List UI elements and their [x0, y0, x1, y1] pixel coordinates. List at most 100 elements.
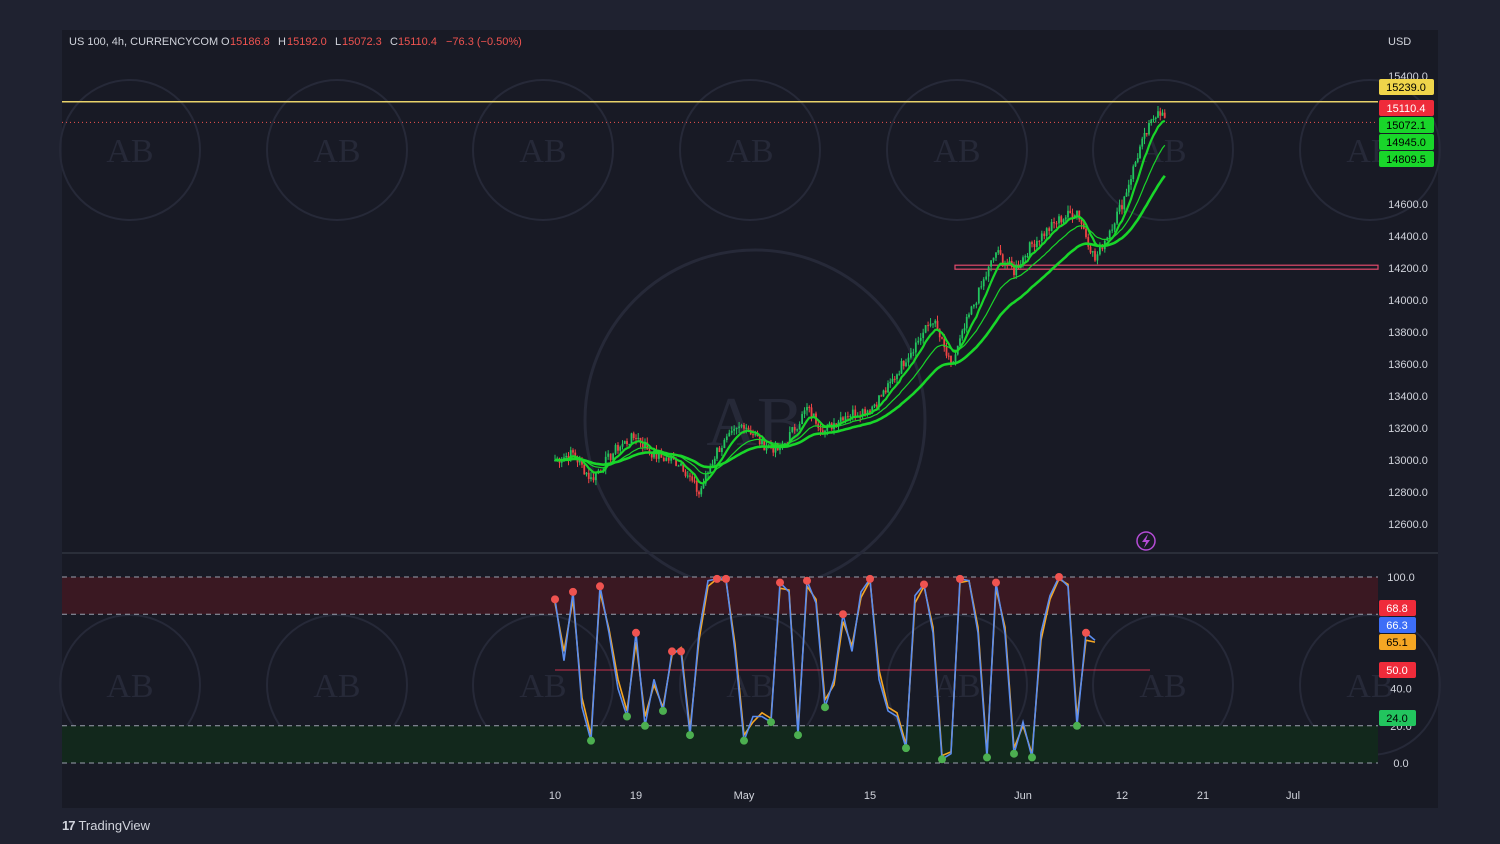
candle-body[interactable] — [924, 325, 927, 333]
candle-body[interactable] — [590, 477, 592, 479]
candle-body[interactable] — [1145, 132, 1148, 135]
candle-body[interactable] — [1033, 243, 1036, 248]
candle-body[interactable] — [1099, 245, 1101, 255]
candle-body[interactable] — [844, 416, 847, 421]
candle-body[interactable] — [1038, 240, 1041, 242]
candle-body[interactable] — [912, 352, 915, 354]
candle-body[interactable] — [585, 472, 588, 475]
candle-body[interactable] — [788, 431, 791, 444]
candle-body[interactable] — [1089, 246, 1092, 253]
candle-body[interactable] — [626, 441, 628, 445]
candle-body[interactable] — [1132, 166, 1135, 180]
candle-body[interactable] — [721, 448, 723, 453]
candle-body[interactable] — [878, 395, 880, 407]
candle-body[interactable] — [637, 437, 640, 439]
candle-body[interactable] — [1118, 205, 1121, 212]
candle-body[interactable] — [1045, 228, 1048, 237]
sell-signal-dot[interactable] — [866, 574, 874, 583]
candle-body[interactable] — [1150, 119, 1153, 124]
sell-signal-dot[interactable] — [722, 574, 730, 583]
support-zone[interactable] — [954, 264, 1379, 270]
candle-body[interactable] — [569, 450, 572, 460]
candle-body[interactable] — [698, 491, 700, 495]
candle-body[interactable] — [628, 443, 631, 445]
sell-signal-dot[interactable] — [1082, 628, 1090, 637]
sell-signal-dot[interactable] — [713, 574, 721, 583]
candle-body[interactable] — [677, 465, 680, 467]
candle-body[interactable] — [1062, 219, 1065, 223]
ema-line-3[interactable] — [554, 175, 1166, 469]
candle-body[interactable] — [1036, 240, 1038, 248]
candle-body[interactable] — [684, 471, 687, 476]
candle-body[interactable] — [999, 250, 1002, 255]
candle-body[interactable] — [689, 475, 691, 477]
candle-body[interactable] — [839, 417, 842, 422]
sell-signal-dot[interactable] — [551, 595, 559, 604]
candle-body[interactable] — [730, 430, 733, 433]
candle-body[interactable] — [554, 460, 556, 462]
buy-signal-dot[interactable] — [1073, 721, 1081, 730]
buy-signal-dot[interactable] — [623, 712, 631, 721]
candle-body[interactable] — [612, 453, 614, 461]
candle-body[interactable] — [1058, 216, 1060, 224]
candle-body[interactable] — [1161, 112, 1164, 116]
candle-body[interactable] — [842, 417, 844, 421]
candle-body[interactable] — [1121, 205, 1123, 210]
candle-body[interactable] — [1157, 111, 1159, 118]
candle-body[interactable] — [798, 424, 801, 430]
candle-body[interactable] — [791, 427, 794, 432]
candle-body[interactable] — [747, 427, 750, 430]
candle-body[interactable] — [1001, 254, 1004, 265]
sell-signal-dot[interactable] — [956, 574, 964, 583]
candle-body[interactable] — [639, 437, 642, 443]
candle-body[interactable] — [745, 427, 748, 429]
candle-body[interactable] — [709, 467, 712, 473]
candle-body[interactable] — [595, 472, 597, 481]
candle-body[interactable] — [880, 395, 883, 397]
candle-body[interactable] — [973, 305, 975, 307]
candle-body[interactable] — [735, 427, 738, 430]
candle-body[interactable] — [980, 286, 983, 288]
candle-body[interactable] — [1094, 251, 1096, 261]
candle-body[interactable] — [1096, 254, 1099, 261]
candle-body[interactable] — [718, 447, 721, 453]
buy-signal-dot[interactable] — [821, 703, 829, 712]
candle-body[interactable] — [648, 449, 651, 453]
buy-signal-dot[interactable] — [587, 736, 595, 745]
candle-body[interactable] — [1055, 223, 1058, 225]
sell-signal-dot[interactable] — [839, 610, 847, 619]
candle-body[interactable] — [660, 452, 663, 458]
candle-body[interactable] — [675, 459, 677, 466]
candle-body[interactable] — [995, 252, 997, 258]
candle-body[interactable] — [743, 425, 745, 429]
buy-signal-dot[interactable] — [659, 706, 667, 715]
candle-body[interactable] — [990, 260, 992, 267]
sell-signal-dot[interactable] — [803, 576, 811, 585]
candle-body[interactable] — [711, 463, 714, 468]
buy-signal-dot[interactable] — [794, 731, 802, 740]
candle-body[interactable] — [772, 447, 775, 453]
candle-body[interactable] — [869, 410, 871, 414]
buy-signal-dot[interactable] — [983, 753, 991, 762]
candle-body[interactable] — [1085, 228, 1087, 238]
candle-body[interactable] — [987, 266, 990, 277]
candle-body[interactable] — [873, 404, 876, 407]
candle-body[interactable] — [1050, 221, 1053, 231]
candle-body[interactable] — [793, 427, 796, 431]
candle-body[interactable] — [646, 442, 649, 450]
candle-body[interactable] — [1078, 210, 1081, 220]
candle-body[interactable] — [889, 381, 892, 384]
candle-body[interactable] — [796, 429, 799, 431]
candle-body[interactable] — [665, 457, 668, 462]
ema-line-2[interactable] — [554, 144, 1166, 475]
candle-body[interactable] — [592, 477, 595, 481]
candle-body[interactable] — [914, 342, 917, 353]
candle-body[interactable] — [929, 323, 932, 326]
buy-signal-dot[interactable] — [641, 721, 649, 730]
candle-body[interactable] — [849, 415, 852, 418]
candle-body[interactable] — [954, 354, 957, 362]
candle-body[interactable] — [910, 352, 912, 358]
candle-body[interactable] — [560, 460, 563, 463]
candle-body[interactable] — [583, 464, 586, 475]
